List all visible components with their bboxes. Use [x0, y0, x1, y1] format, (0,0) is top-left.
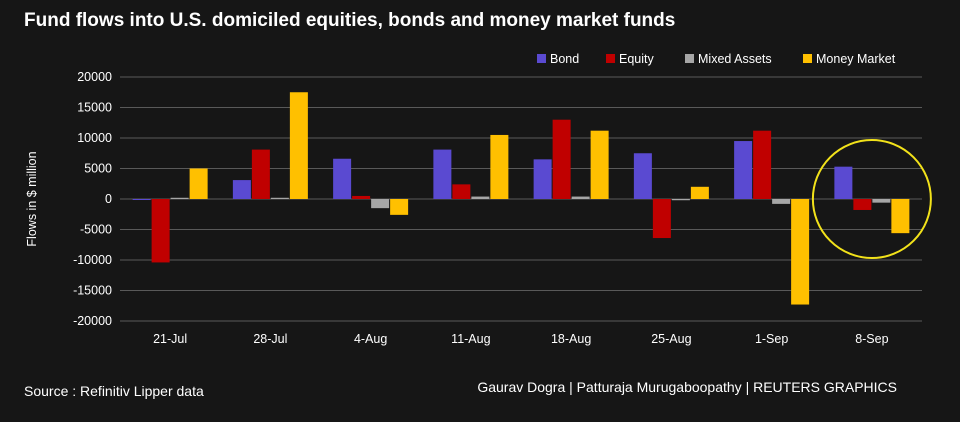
legend-swatch — [606, 54, 615, 63]
y-tick-labels: -20000 -15000 -10000 -5000 0 5000 10000 15000 20… — [73, 70, 112, 328]
bar-money-market — [390, 199, 409, 215]
y-tick-label: -20000 — [73, 314, 112, 328]
x-tick-label: 8-Sep — [855, 332, 888, 346]
bar-money-market — [490, 134, 509, 199]
y-tick-label: 20000 — [77, 70, 112, 84]
bar-equity — [452, 184, 471, 199]
bar-mixed-assets — [872, 199, 891, 203]
x-tick-label: 18-Aug — [551, 332, 591, 346]
bar-bond — [633, 153, 652, 199]
bar-equity — [853, 199, 872, 210]
legend-label: Bond — [550, 52, 579, 66]
legend-swatch — [685, 54, 694, 63]
bar-money-market — [590, 130, 609, 199]
bar-bond — [834, 166, 853, 199]
x-tick-label: 4-Aug — [354, 332, 387, 346]
bar-mixed-assets — [772, 199, 791, 204]
bar-money-market — [791, 199, 810, 305]
legend-label: Money Market — [816, 52, 896, 66]
legend-label: Mixed Assets — [698, 52, 772, 66]
y-tick-label: 0 — [105, 192, 112, 206]
legend-label: Equity — [619, 52, 654, 66]
bar-money-market — [891, 199, 910, 234]
chart-title: Fund flows into U.S. domiciled equities,… — [24, 10, 676, 31]
x-tick-labels: 21-Jul 28-Jul 4-Aug 11-Aug 18-Aug 25-Aug 1-Sep… — [153, 332, 888, 346]
bar-mixed-assets — [371, 199, 390, 209]
bar-bond — [734, 141, 753, 199]
bar-equity — [251, 149, 270, 199]
bar-equity — [552, 119, 571, 199]
bar-bond — [533, 159, 552, 199]
highlight-circle — [811, 139, 932, 259]
legend: Bond Equity Mixed Assets Money Market — [537, 52, 896, 66]
y-tick-label: -5000 — [80, 223, 112, 237]
bar-money-market — [289, 92, 308, 199]
x-tick-label: 21-Jul — [153, 332, 187, 346]
bars — [132, 92, 910, 305]
y-tick-label: 15000 — [77, 101, 112, 115]
bar-mixed-assets — [671, 199, 690, 201]
source-note: Source : Refinitiv Lipper data — [24, 383, 204, 399]
y-tick-label: 10000 — [77, 131, 112, 145]
x-tick-label: 28-Jul — [253, 332, 287, 346]
bar-equity — [652, 199, 671, 239]
x-tick-label: 11-Aug — [451, 332, 490, 346]
bar-bond — [433, 149, 452, 199]
bar-equity — [753, 130, 772, 199]
credit-line: Gaurav Dogra | Patturaja Murugaboopathy … — [477, 379, 897, 395]
bar-mixed-assets — [571, 196, 590, 199]
bar-mixed-assets — [270, 197, 289, 199]
grid-lines — [120, 76, 922, 322]
bar-equity — [352, 195, 371, 199]
y-axis-label: Flows in $ million — [25, 151, 39, 246]
y-tick-label: 5000 — [84, 162, 112, 176]
bar-equity — [151, 199, 170, 263]
bar-mixed-assets — [170, 197, 189, 199]
bar-bond — [333, 158, 352, 199]
bar-money-market — [690, 186, 709, 199]
x-tick-label: 25-Aug — [651, 332, 691, 346]
bar-money-market — [189, 168, 208, 199]
y-tick-label: -10000 — [73, 253, 112, 267]
x-tick-label: 1-Sep — [755, 332, 788, 346]
bar-bond — [232, 180, 251, 199]
bar-bond — [132, 199, 151, 200]
legend-swatch — [803, 54, 812, 63]
bar-mixed-assets — [471, 196, 490, 199]
y-tick-label: -15000 — [73, 284, 112, 298]
legend-swatch — [537, 54, 546, 63]
